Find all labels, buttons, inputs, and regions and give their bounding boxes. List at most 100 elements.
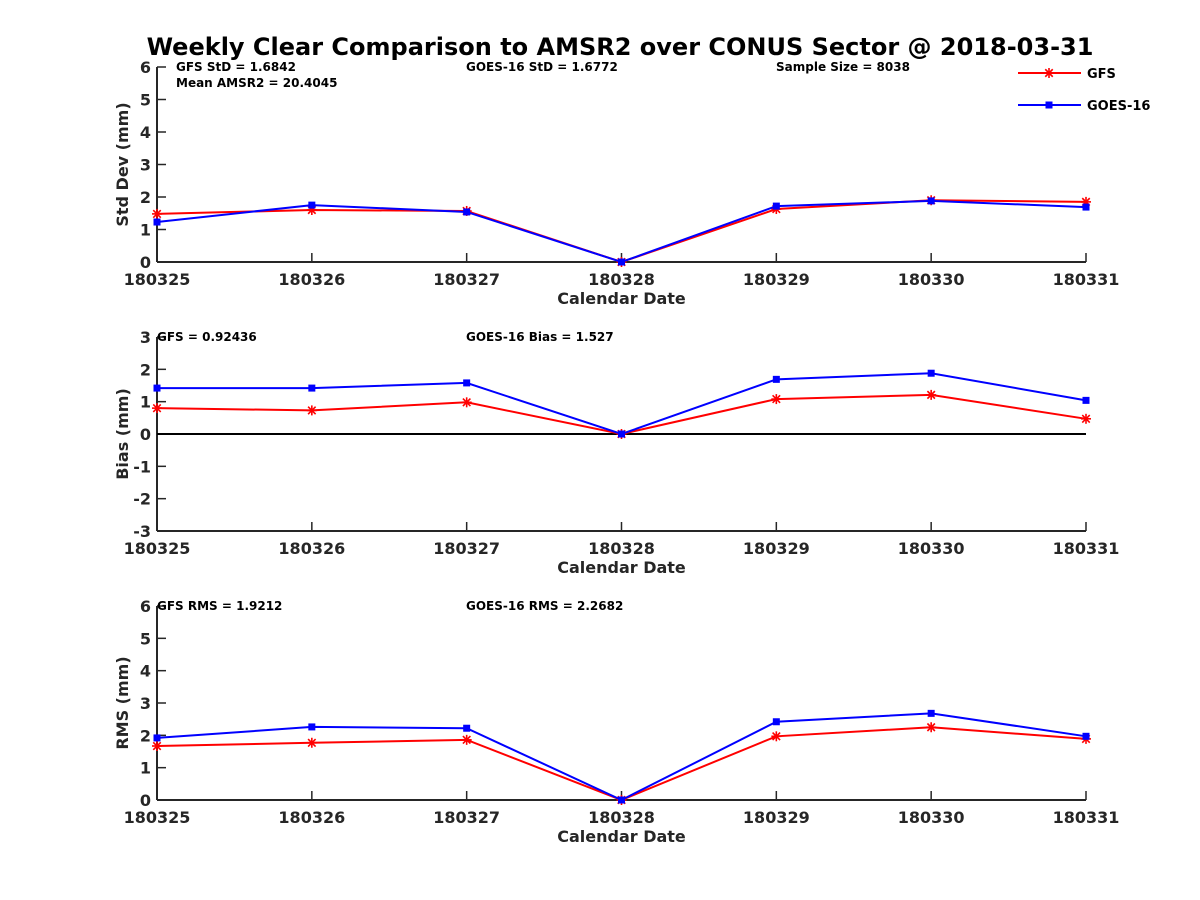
y-tick-label: -2: [133, 490, 151, 509]
series-goes-16: [153, 197, 1090, 266]
x-axis-label: Calendar Date: [557, 558, 686, 577]
x-tick-label: 180326: [278, 808, 345, 827]
data-point: [153, 218, 161, 226]
x-tick-label: 180328: [588, 270, 655, 289]
series-goes-16: [153, 369, 1090, 438]
stat-annotation: GOES-16 Bias = 1.527: [466, 330, 614, 344]
x-tick-label: 180330: [898, 270, 965, 289]
x-tick-label: 180331: [1053, 808, 1120, 827]
legend-entry-gfs: GFS: [1018, 67, 1116, 82]
y-tick-label: 3: [140, 328, 151, 347]
y-tick-label: -3: [133, 522, 151, 541]
data-point: [1081, 413, 1091, 424]
marker-stroke: [926, 722, 936, 732]
legend-entry-goes-16: GOES-16: [1018, 99, 1150, 114]
data-point: [927, 369, 935, 377]
y-tick-label: 3: [140, 694, 151, 713]
series-line: [156, 726, 1087, 802]
data-point: [153, 384, 161, 392]
data-point: [463, 379, 471, 387]
x-tick-label: 180325: [124, 270, 191, 289]
data-point: [618, 258, 625, 266]
marker-stroke: [307, 738, 317, 748]
data-point: [152, 208, 162, 219]
data-point: [772, 375, 780, 383]
data-point: [618, 796, 625, 804]
stat-annotation: Mean AMSR2 = 20.4045: [176, 76, 337, 90]
stat-annotation: GFS = 0.92436: [157, 330, 257, 344]
y-tick-label: 1: [140, 221, 151, 240]
data-point: [772, 202, 780, 210]
series-line: [156, 199, 1087, 264]
panels: 0 1 2 3 4 5 6 180325 180326 180327 180328 180329 180…: [113, 58, 1119, 846]
y-tick-label: 1: [140, 759, 151, 778]
data-point: [1082, 396, 1090, 404]
data-point: [463, 208, 471, 216]
marker-stroke: [152, 403, 162, 413]
legend-marker: [1045, 101, 1053, 109]
marker-stroke: [462, 735, 471, 745]
marker-stroke: [152, 209, 162, 219]
x-tick-label: 180327: [433, 270, 500, 289]
marker-stroke: [462, 397, 471, 407]
data-point: [308, 723, 316, 731]
legend-label: GOES-16: [1087, 99, 1150, 114]
data-point: [771, 394, 782, 405]
x-tick-label: 180330: [898, 808, 965, 827]
stat-annotation: GOES-16 StD = 1.6772: [466, 60, 618, 74]
stat-annotation: GOES-16 RMS = 2.2682: [466, 599, 623, 613]
data-point: [926, 389, 937, 400]
data-point: [306, 405, 317, 416]
x-tick-label: 180328: [588, 539, 655, 558]
y-tick-label: 2: [140, 360, 151, 379]
panel-2: -3 -2 -1 0 1 2 3 180325 180326 180327 180328 180329…: [113, 328, 1119, 577]
marker-stroke: [307, 406, 317, 415]
x-tick-label: 180326: [278, 539, 345, 558]
data-point: [152, 741, 162, 752]
marker-stroke: [772, 394, 781, 404]
data-point: [618, 430, 625, 438]
y-axis-label: RMS (mm): [113, 656, 132, 749]
y-tick-label: 4: [140, 662, 151, 681]
marker-stroke: [152, 741, 162, 751]
x-tick-label: 180329: [743, 808, 810, 827]
data-point: [152, 403, 162, 414]
stat-annotation: GFS StD = 1.6842: [176, 60, 296, 74]
legend-marker: [1044, 68, 1054, 78]
marker-stroke: [926, 390, 936, 400]
x-tick-label: 180327: [433, 539, 500, 558]
chart-title: Weekly Clear Comparison to AMSR2 over CO…: [147, 33, 1094, 61]
series-line: [157, 372, 1087, 436]
x-tick-label: 180330: [898, 539, 965, 558]
data-point: [1082, 203, 1090, 211]
data-point: [772, 718, 780, 726]
y-tick-label: 6: [140, 597, 151, 616]
series-line: [156, 393, 1087, 436]
y-tick-label: 1: [140, 393, 151, 412]
panel-3: 0 1 2 3 4 5 6 180325 180326 180327 180328 180329 180…: [113, 597, 1119, 846]
x-tick-label: 180325: [124, 808, 191, 827]
y-tick-label: 4: [140, 123, 151, 142]
marker-stroke: [772, 731, 781, 741]
series-line: [156, 712, 1087, 802]
y-tick-label: 2: [140, 188, 151, 207]
data-point: [308, 384, 316, 392]
stat-annotation: Sample Size = 8038: [776, 60, 910, 74]
data-point: [463, 724, 471, 732]
stat-annotation: GFS RMS = 1.9212: [157, 599, 282, 613]
y-tick-label: 0: [140, 425, 151, 444]
data-point: [1082, 732, 1090, 740]
x-tick-label: 180328: [588, 808, 655, 827]
x-axis-label: Calendar Date: [557, 827, 686, 846]
x-tick-label: 180326: [278, 270, 345, 289]
series-goes-16: [153, 709, 1090, 804]
x-tick-label: 180331: [1053, 270, 1120, 289]
data-point: [927, 709, 935, 717]
y-tick-label: -1: [133, 457, 151, 476]
y-axis-label: Bias (mm): [113, 388, 132, 480]
y-tick-label: 5: [140, 629, 151, 648]
data-point: [306, 737, 317, 748]
y-tick-label: 0: [140, 253, 151, 272]
data-point: [771, 731, 782, 742]
x-tick-label: 180331: [1053, 539, 1120, 558]
